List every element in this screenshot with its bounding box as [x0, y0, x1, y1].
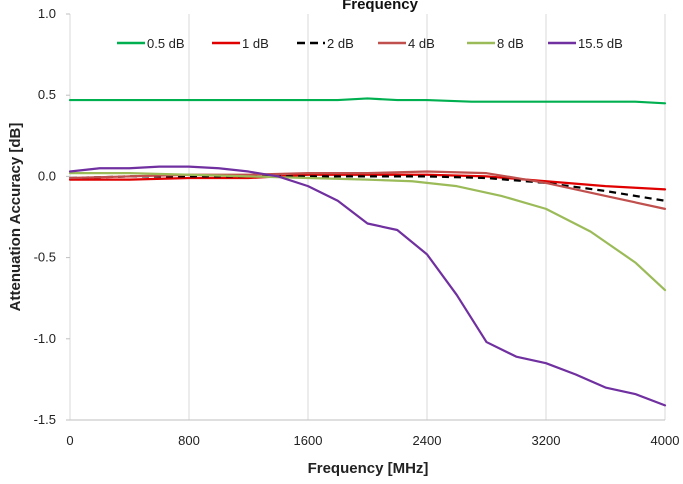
gridlines [69, 14, 666, 420]
series-line-8-db [68, 172, 667, 292]
x-axis-title: Frequency [MHz] [308, 460, 429, 477]
legend-label-4-db: 4 dB [408, 36, 435, 51]
legend-label-8-db: 8 dB [497, 36, 524, 51]
legend-label-2-db: 2 dB [327, 36, 354, 51]
y-axis-title: Attenuation Accuracy [dB] [7, 123, 24, 312]
y-tick-label: 1.0 [38, 6, 56, 21]
x-tick-label: 800 [178, 433, 200, 448]
x-tick-label: 4000 [651, 433, 680, 448]
x-tick-label: 1600 [294, 433, 323, 448]
y-tick-label: -1.5 [34, 412, 56, 427]
y-tick-label: -1.0 [34, 331, 56, 346]
series-line-15-5-db [68, 165, 667, 407]
x-tick-label: 2400 [413, 433, 442, 448]
legend-label-0-5-db: 0.5 dB [147, 36, 185, 51]
y-tick-label: 0.0 [38, 168, 56, 183]
axes: 0 800 1600 2400 3200 4000 -1.5 -1.0 -0.5 0.0 0.5 1.… [34, 6, 680, 448]
legend: 0.5 dB 1 dB 2 dB 4 dB 8 dB 15.5 dB [117, 36, 623, 51]
series-line-0-5-db [68, 97, 667, 105]
series-lines [68, 97, 667, 407]
y-tick-label: -0.5 [34, 250, 56, 265]
legend-label-1-db: 1 dB [242, 36, 269, 51]
chart-title: Frequency [342, 0, 419, 13]
x-tick-label: 3200 [532, 433, 561, 448]
series-line-1-db [68, 173, 667, 191]
y-tick-label: 0.5 [38, 87, 56, 102]
x-tick-label: 0 [66, 433, 73, 448]
legend-label-15-5-db: 15.5 dB [578, 36, 623, 51]
